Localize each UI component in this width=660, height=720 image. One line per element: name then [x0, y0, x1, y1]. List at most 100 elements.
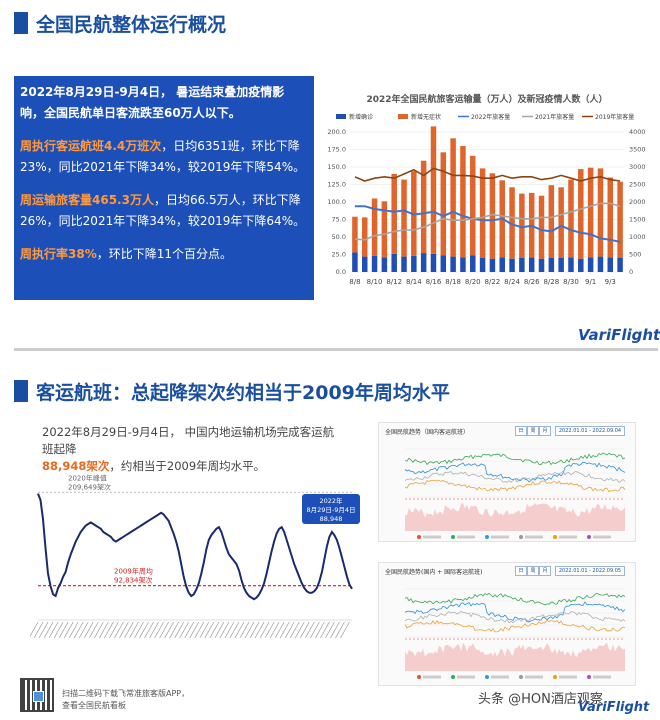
bar-new-confirmed	[607, 257, 614, 272]
date-range-bottom[interactable]: 2022.01.01 - 2022.09.05	[555, 566, 625, 576]
x-tick-mark	[104, 621, 114, 639]
mini-legend-text	[491, 535, 509, 539]
section2-accent-bar	[14, 380, 28, 402]
bar-new-asymptomatic	[597, 168, 604, 257]
tab-month-top[interactable]: 月	[539, 426, 551, 436]
x-tick-mark	[325, 621, 335, 639]
legend-swatch	[398, 114, 408, 119]
mini-legend-dot	[417, 675, 421, 679]
x-tick-mark	[33, 621, 44, 639]
x-tick-mark	[219, 621, 230, 639]
x-tick-mark	[144, 621, 154, 639]
mini-legend-dot	[417, 535, 421, 539]
x-tick-mark	[239, 621, 250, 639]
mini-legend-text	[593, 675, 611, 679]
mini-legend-dot	[485, 535, 489, 539]
x-tick-mark	[229, 621, 240, 639]
mini-legend-dot	[519, 675, 523, 679]
ref-2009-label: 2009年周均	[114, 567, 153, 576]
x-tick-mark	[83, 621, 94, 639]
mini-series-line	[404, 601, 626, 623]
x-tick-mark	[299, 621, 310, 639]
legend-label: 2019年旅客量	[595, 113, 634, 121]
bar-new-confirmed	[479, 258, 486, 272]
line-pax-2021	[354, 202, 621, 241]
y-left-tick-label: 0.0	[336, 268, 346, 276]
peak-value-label: 209,649架次	[68, 482, 111, 491]
y-right-tick-label: 2000	[629, 198, 646, 206]
bar-new-asymptomatic	[401, 179, 407, 257]
bar-new-asymptomatic	[352, 216, 358, 253]
x-tick-mark	[53, 621, 64, 639]
bar-new-confirmed	[440, 255, 447, 272]
bar-new-confirmed	[558, 258, 564, 272]
bar-new-asymptomatic	[538, 195, 545, 259]
y-left-tick-label: 75.0	[332, 216, 346, 224]
section1-title: 全国民航整体运行概况	[36, 14, 227, 36]
x-tick-mark	[99, 621, 109, 639]
y-right-tick-label: 2500	[629, 181, 646, 189]
x-tick-mark	[88, 621, 99, 639]
tab-week-top[interactable]: 周	[527, 426, 539, 436]
x-tick-mark	[109, 621, 119, 639]
mini-series-line	[404, 619, 626, 633]
legend-label: 2021年旅客量	[535, 113, 574, 121]
tab-day-bottom[interactable]: 日	[515, 566, 527, 576]
mini-series-line	[404, 592, 626, 606]
tab-day-top[interactable]: 日	[515, 426, 527, 436]
bar-new-confirmed	[391, 253, 397, 272]
x-tick-mark	[259, 621, 270, 639]
qr-code[interactable]	[20, 678, 54, 712]
x-tick-mark	[199, 621, 210, 639]
x-tick-mark	[114, 621, 124, 639]
x-tick-mark	[164, 621, 174, 639]
bar-new-confirmed	[401, 256, 407, 272]
tab-month-bottom[interactable]: 月	[539, 566, 551, 576]
x-tick-mark	[124, 621, 134, 639]
x-tick-mark	[204, 621, 215, 639]
x-tick-mark	[305, 621, 315, 639]
y-left-tick-label: 25.0	[332, 251, 346, 259]
mini-legend-dot	[553, 535, 557, 539]
x-tick-mark	[244, 621, 255, 639]
bar-new-confirmed	[371, 255, 378, 272]
x-tick-label: 9/1	[585, 278, 596, 286]
x-tick-mark	[249, 621, 260, 639]
bar-new-asymptomatic	[479, 168, 486, 258]
desc-line2: 88,948架次，约相当于2009年周均水平。	[42, 458, 342, 475]
mini-legend-text	[593, 535, 611, 539]
y-left-tick-label: 175.0	[327, 146, 346, 154]
desc-highlight: 88,948架次	[42, 459, 110, 473]
bar-new-asymptomatic	[361, 217, 368, 257]
bar-new-asymptomatic	[489, 173, 496, 259]
qr-text-line1: 扫描二维码下载飞常准旅客版APP，	[62, 689, 190, 698]
callout-year: 2022年	[319, 496, 343, 505]
passengers-highlight: 周运输旅客量465.3万人	[20, 193, 154, 207]
x-tick-mark	[154, 621, 164, 639]
x-tick-mark	[189, 621, 200, 639]
bar-new-confirmed	[578, 258, 584, 272]
x-tick-mark	[340, 621, 350, 639]
x-tick-mark	[94, 621, 104, 639]
bar-new-confirmed	[568, 257, 574, 272]
y-right-tick-label: 0	[629, 268, 633, 276]
mini-legend-text	[423, 675, 441, 679]
x-tick-label: 8/22	[485, 278, 501, 286]
bar-new-asymptomatic	[450, 138, 456, 257]
x-tick-mark	[184, 621, 195, 639]
bar-new-confirmed	[509, 258, 515, 272]
date-range-top[interactable]: 2022.01.01 - 2022.09.04	[555, 426, 625, 436]
y-right-tick-label: 4000	[629, 128, 646, 136]
summary-rate: 周执行率38%，环比下降11个百分点。	[20, 244, 308, 265]
x-tick-mark	[234, 621, 245, 639]
tab-week-bottom[interactable]: 周	[527, 566, 539, 576]
y-left-tick-label: 50.0	[332, 233, 346, 241]
mini-series-line	[404, 479, 626, 493]
variflight-logo-bottom: VariFlight	[578, 700, 650, 715]
x-tick-label: 9/3	[605, 278, 616, 286]
x-tick-label: 8/10	[367, 278, 383, 286]
desc-line2-rest: ，约相当于2009年周均水平。	[109, 459, 266, 473]
x-tick-mark	[279, 621, 290, 639]
bar-new-confirmed	[617, 258, 623, 272]
x-tick-mark	[224, 621, 235, 639]
